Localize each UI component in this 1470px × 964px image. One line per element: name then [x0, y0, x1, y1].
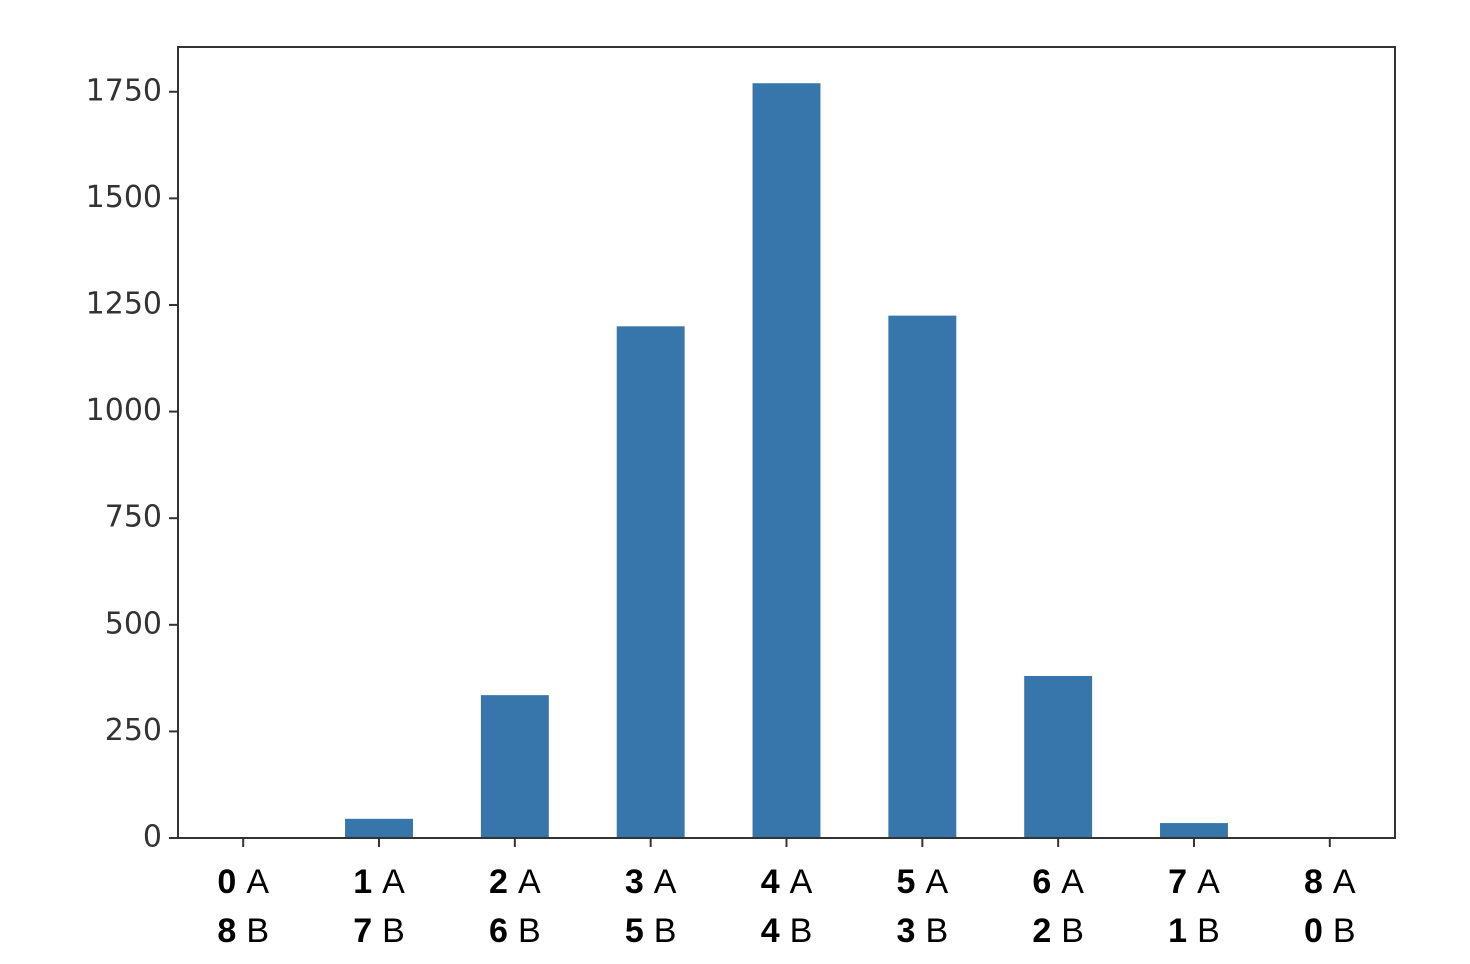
- category-count: 6: [489, 912, 508, 950]
- bar: [1160, 823, 1228, 838]
- y-tick-label: 0: [143, 820, 162, 855]
- y-tick-label: 1000: [86, 393, 162, 428]
- category-unit: A: [790, 863, 813, 901]
- y-tick-label: 250: [105, 713, 162, 748]
- bar: [888, 315, 957, 839]
- category-count: 1: [353, 863, 372, 901]
- category-unit: A: [518, 863, 541, 901]
- category-unit: B: [925, 912, 948, 950]
- category-unit: A: [925, 863, 948, 901]
- category-count: 4: [761, 863, 780, 901]
- category-unit: B: [1333, 912, 1356, 950]
- category-unit: B: [518, 912, 541, 950]
- category-count: 8: [1304, 863, 1323, 901]
- category-count: 5: [625, 912, 644, 950]
- category-unit: B: [246, 912, 269, 950]
- category-unit: A: [1333, 863, 1356, 901]
- category-count: 0: [1304, 912, 1323, 950]
- category-count: 0: [217, 863, 236, 901]
- y-tick-label: 500: [105, 606, 162, 641]
- category-unit: A: [246, 863, 269, 901]
- category-unit: B: [654, 912, 677, 950]
- category-count: 8: [217, 912, 236, 950]
- bar: [345, 818, 413, 838]
- category-count: 1: [1168, 912, 1187, 950]
- category-unit: B: [1197, 912, 1220, 950]
- category-count: 2: [489, 863, 508, 901]
- category-unit: B: [382, 912, 405, 950]
- bar: [616, 326, 685, 838]
- category-count: 6: [1032, 863, 1051, 901]
- category-count: 3: [897, 912, 916, 950]
- category-count: 7: [353, 912, 372, 950]
- y-tick-label: 750: [105, 500, 162, 535]
- category-unit: B: [1061, 912, 1084, 950]
- y-tick-label: 1250: [86, 286, 162, 321]
- category-unit: A: [654, 863, 677, 901]
- bar: [480, 695, 549, 838]
- category-count: 2: [1032, 912, 1051, 950]
- bar: [752, 83, 821, 838]
- category-count: 3: [625, 863, 644, 901]
- marks: [345, 83, 1228, 839]
- category-count: 5: [897, 863, 916, 901]
- category-unit: A: [382, 863, 405, 901]
- category-unit: B: [790, 912, 813, 950]
- category-count: 7: [1168, 863, 1187, 901]
- category-count: 4: [761, 912, 780, 950]
- category-unit: A: [1197, 863, 1220, 901]
- y-tick-label: 1750: [86, 73, 162, 108]
- category-unit: A: [1061, 863, 1084, 901]
- bar: [1024, 675, 1093, 838]
- y-tick-label: 1500: [86, 180, 162, 215]
